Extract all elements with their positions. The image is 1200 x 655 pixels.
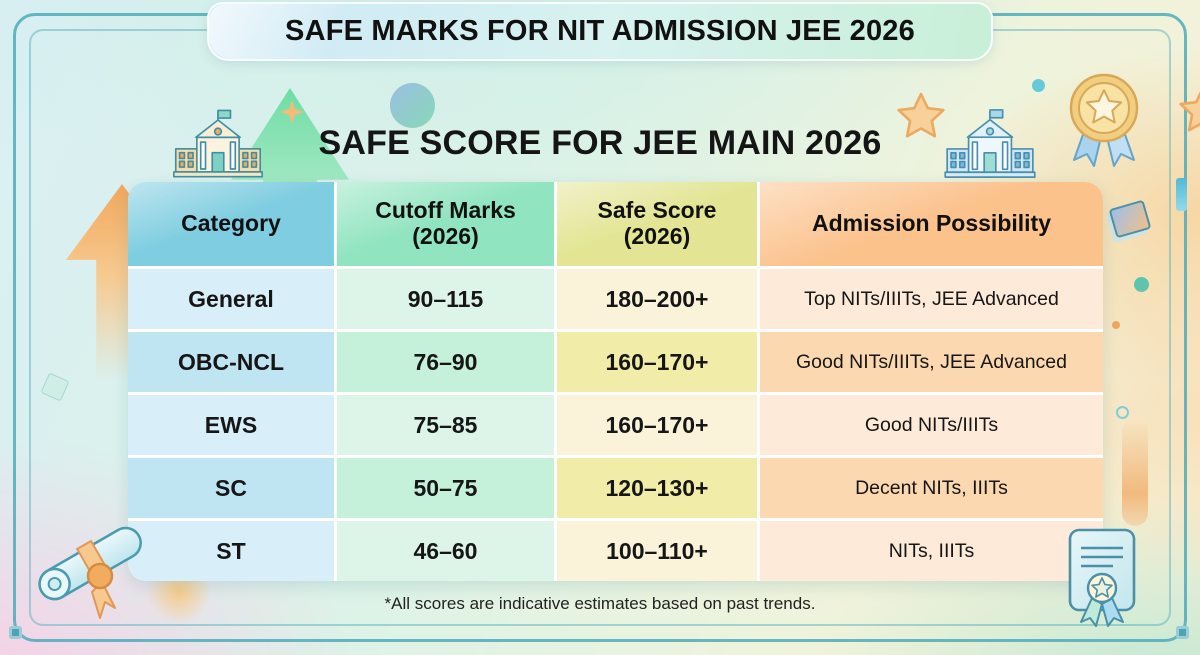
top-banner: SAFE MARKS FOR NIT ADMISSION JEE 2026 bbox=[207, 2, 993, 61]
frame-corner-node bbox=[1176, 626, 1189, 639]
orange-streak bbox=[1122, 418, 1148, 526]
column-header-category: Category bbox=[128, 182, 334, 266]
ring-dot bbox=[1116, 406, 1129, 419]
page-title: SAFE SCORE FOR JEE MAIN 2026 bbox=[318, 124, 882, 162]
confetti-square bbox=[40, 372, 70, 402]
table-cell: 100–110+ bbox=[557, 521, 757, 581]
column-header-admission-possibility: Admission Possibility bbox=[760, 182, 1103, 266]
table-cell: ST bbox=[128, 521, 334, 581]
column-header-cutoff-marks: Cutoff Marks (2026) bbox=[337, 182, 554, 266]
table-cell: SC bbox=[128, 458, 334, 518]
table-cell: 90–115 bbox=[337, 269, 554, 329]
table-cell: 160–170+ bbox=[557, 332, 757, 392]
table-cell: 180–200+ bbox=[557, 269, 757, 329]
table-cell: Top NITs/IIITs, JEE Advanced bbox=[760, 269, 1103, 329]
table-cell: EWS bbox=[128, 395, 334, 455]
safe-score-table: Category Cutoff Marks (2026) Safe Score … bbox=[128, 182, 1103, 581]
table-cell: 46–60 bbox=[337, 521, 554, 581]
table-cell: OBC-NCL bbox=[128, 332, 334, 392]
frame-corner-node bbox=[9, 626, 22, 639]
table-cell: Decent NITs, IIITs bbox=[760, 458, 1103, 518]
circle-dot bbox=[1112, 321, 1120, 329]
frame-side-marker bbox=[1176, 178, 1187, 211]
circle-dot bbox=[390, 83, 435, 128]
table-cell: Good NITs/IIITs bbox=[760, 395, 1103, 455]
table-cell: 160–170+ bbox=[557, 395, 757, 455]
table-cell: 120–130+ bbox=[557, 458, 757, 518]
table-cell: Good NITs/IIITs, JEE Advanced bbox=[760, 332, 1103, 392]
table-cell: 75–85 bbox=[337, 395, 554, 455]
footnote: *All scores are indicative estimates bas… bbox=[384, 594, 816, 613]
circle-dot bbox=[1134, 277, 1149, 292]
table-cell: General bbox=[128, 269, 334, 329]
table-cell: 50–75 bbox=[337, 458, 554, 518]
book-icon bbox=[1108, 199, 1152, 239]
circle-dot bbox=[1032, 79, 1045, 92]
table-cell: NITs, IIITs bbox=[760, 521, 1103, 581]
table-cell: 76–90 bbox=[337, 332, 554, 392]
column-header-safe-score: Safe Score (2026) bbox=[557, 182, 757, 266]
banner-title: SAFE MARKS FOR NIT ADMISSION JEE 2026 bbox=[285, 15, 915, 47]
